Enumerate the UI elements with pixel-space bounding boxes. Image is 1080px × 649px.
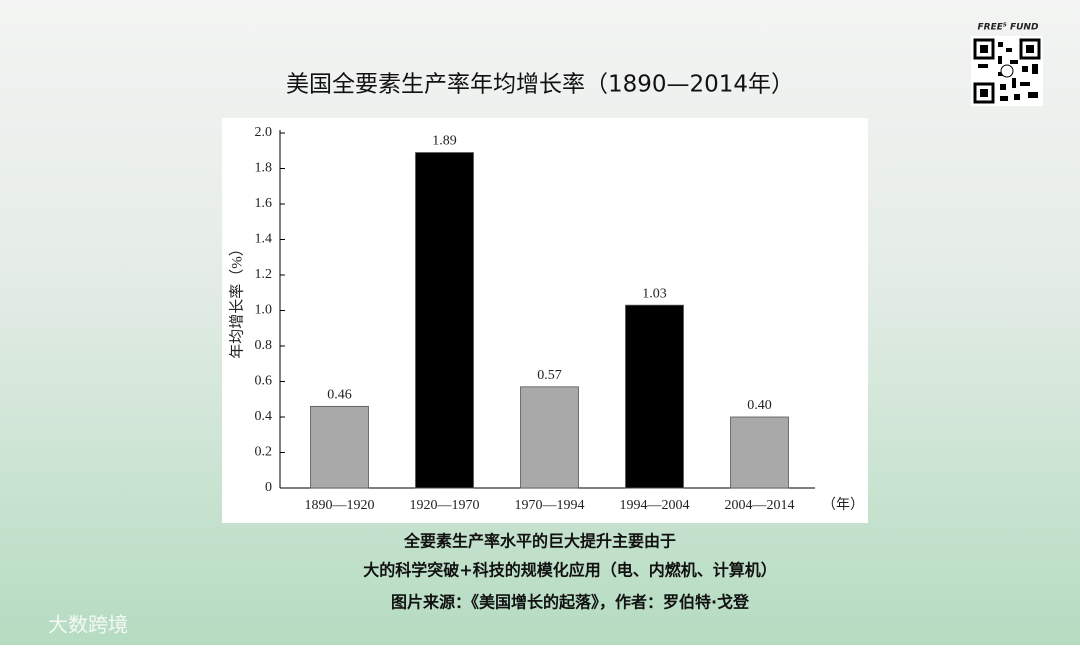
bar — [415, 152, 474, 489]
x-tick-label: 1890—1920 — [305, 498, 375, 513]
value-label: 1.03 — [642, 286, 667, 301]
value-label: 0.57 — [537, 368, 562, 383]
y-tick-label: 0.6 — [255, 374, 273, 389]
qr-code — [971, 36, 1043, 106]
y-tick-label: 0.2 — [255, 445, 273, 460]
y-tick-label: 1.4 — [255, 232, 273, 247]
brand-fund: FREE⁵ FUND — [978, 23, 1039, 33]
bar — [310, 405, 369, 489]
y-axis-label: 年均增长率（%） — [228, 241, 245, 359]
y-tick-label: 0.8 — [255, 338, 273, 353]
x-tick-label: 1920—1970 — [410, 498, 480, 513]
y-tick-label: 2.0 — [255, 125, 273, 140]
value-label: 0.46 — [327, 388, 352, 403]
caption-line: 大的科学突破+科技的规模化应用（电、内燃机、计算机） — [363, 561, 776, 580]
chart-title: 美国全要素生产率年均增长率（1890—2014年） — [286, 72, 794, 98]
y-tick-label: 0.4 — [255, 409, 273, 424]
bar — [730, 416, 789, 489]
y-tick-label: 1.8 — [255, 161, 273, 176]
x-tick-label: 1994—2004 — [620, 498, 690, 513]
x-tick-label: 2004—2014 — [725, 498, 795, 513]
value-label: 1.89 — [432, 134, 457, 149]
value-label: 0.40 — [747, 398, 772, 413]
x-axis-label: （年） — [822, 497, 864, 513]
x-tick-label: 1970—1994 — [515, 498, 585, 513]
y-tick-label: 1.2 — [255, 267, 273, 282]
caption-line: 全要素生产率水平的巨大提升主要由于 — [403, 532, 676, 551]
bar — [625, 304, 684, 489]
bar — [520, 386, 579, 489]
y-tick-label: 0 — [265, 480, 272, 495]
watermark: 大数跨境 — [48, 613, 128, 637]
y-tick-label: 1.0 — [255, 303, 273, 318]
caption-line: 图片来源：《美国增长的起落》，作者：罗伯特·戈登 — [391, 593, 750, 612]
y-tick-label: 1.6 — [255, 196, 273, 211]
